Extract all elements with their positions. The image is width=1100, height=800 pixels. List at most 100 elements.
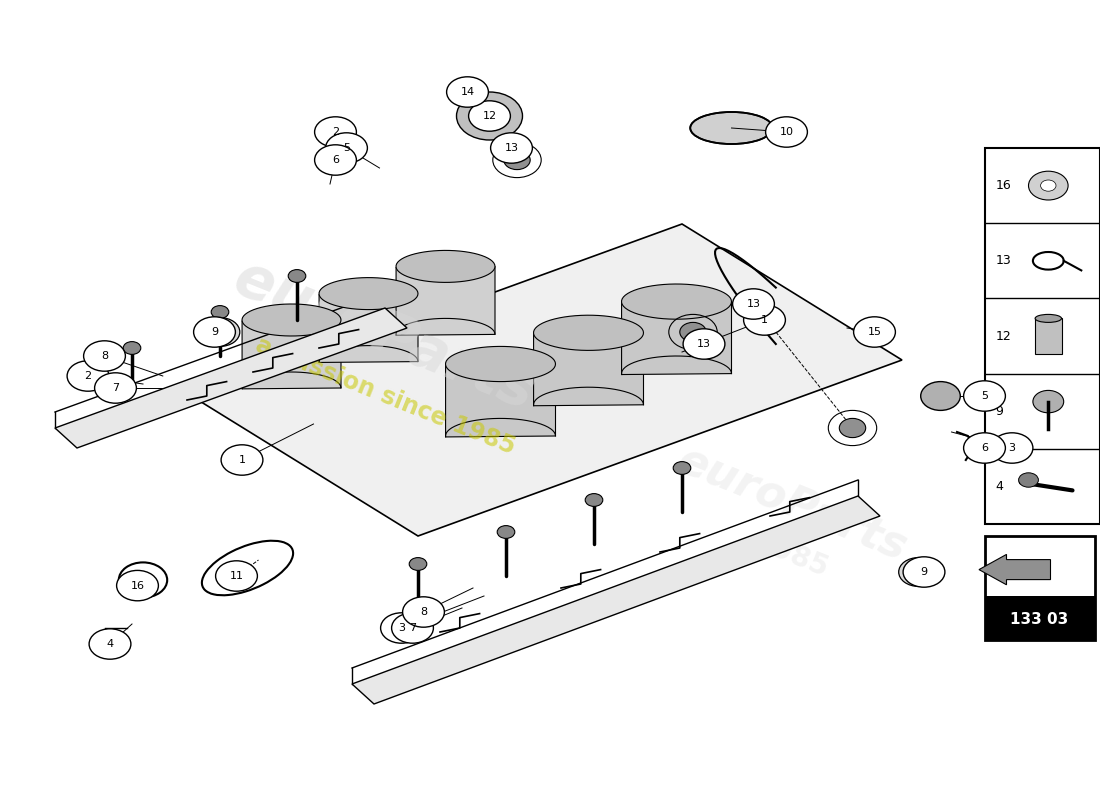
- Circle shape: [211, 306, 229, 318]
- Circle shape: [1019, 473, 1038, 487]
- Circle shape: [903, 557, 945, 587]
- Text: 4: 4: [107, 639, 113, 649]
- Text: a passion since 1985: a passion since 1985: [252, 333, 518, 459]
- Circle shape: [964, 381, 1005, 411]
- Polygon shape: [55, 308, 407, 448]
- Circle shape: [392, 613, 433, 643]
- Text: 2: 2: [332, 127, 339, 137]
- Polygon shape: [319, 278, 418, 310]
- Polygon shape: [396, 266, 495, 335]
- Text: 5: 5: [981, 391, 988, 401]
- Text: 1985: 1985: [751, 529, 833, 583]
- Circle shape: [84, 341, 125, 371]
- Circle shape: [470, 102, 509, 130]
- Bar: [984, 536, 1094, 596]
- Bar: [984, 536, 1094, 640]
- Polygon shape: [534, 333, 644, 406]
- Polygon shape: [396, 250, 495, 282]
- Circle shape: [447, 77, 488, 107]
- Text: 1: 1: [239, 455, 245, 465]
- Text: 11: 11: [230, 571, 243, 581]
- Text: 12: 12: [483, 111, 496, 121]
- Circle shape: [733, 289, 774, 319]
- Circle shape: [921, 382, 960, 410]
- Circle shape: [1033, 390, 1064, 413]
- Polygon shape: [446, 346, 556, 382]
- Circle shape: [683, 329, 725, 359]
- Circle shape: [95, 373, 136, 403]
- Circle shape: [123, 342, 141, 354]
- Circle shape: [315, 117, 356, 147]
- Polygon shape: [352, 496, 880, 704]
- Text: 13: 13: [747, 299, 760, 309]
- Circle shape: [1041, 180, 1056, 191]
- Circle shape: [491, 133, 532, 163]
- Circle shape: [899, 558, 938, 586]
- Text: 9: 9: [996, 405, 1003, 418]
- Circle shape: [315, 145, 356, 175]
- Text: 4: 4: [996, 480, 1003, 493]
- Ellipse shape: [691, 112, 772, 144]
- FancyArrow shape: [979, 554, 1050, 585]
- Circle shape: [839, 418, 866, 438]
- Text: 13: 13: [697, 339, 711, 349]
- Circle shape: [67, 361, 109, 391]
- Polygon shape: [534, 315, 644, 350]
- Circle shape: [964, 433, 1005, 463]
- Circle shape: [991, 433, 1033, 463]
- Circle shape: [585, 494, 603, 506]
- Circle shape: [766, 117, 807, 147]
- Circle shape: [133, 573, 153, 587]
- Text: 14: 14: [461, 87, 474, 97]
- Polygon shape: [319, 294, 418, 362]
- Circle shape: [504, 150, 530, 170]
- Text: 3: 3: [398, 623, 405, 633]
- Text: 8: 8: [420, 607, 427, 617]
- Text: 15: 15: [868, 327, 881, 337]
- Text: 9: 9: [921, 567, 927, 577]
- Polygon shape: [621, 302, 732, 374]
- Text: 16: 16: [131, 581, 144, 590]
- Circle shape: [409, 558, 427, 570]
- Bar: [1035, 318, 1062, 354]
- Circle shape: [200, 318, 240, 346]
- Bar: [984, 148, 1100, 524]
- Circle shape: [497, 526, 515, 538]
- Polygon shape: [198, 224, 902, 536]
- Circle shape: [194, 317, 235, 347]
- Text: 7: 7: [112, 383, 119, 393]
- Text: euroParts: euroParts: [671, 438, 913, 570]
- Circle shape: [381, 613, 422, 643]
- Bar: [984, 596, 1094, 640]
- Ellipse shape: [1035, 314, 1062, 322]
- Circle shape: [673, 462, 691, 474]
- Circle shape: [216, 561, 257, 591]
- Text: 6: 6: [332, 155, 339, 165]
- Circle shape: [403, 597, 444, 627]
- Text: 10: 10: [780, 127, 793, 137]
- Text: 8: 8: [101, 351, 108, 361]
- Text: 12: 12: [996, 330, 1011, 342]
- Circle shape: [456, 92, 522, 140]
- Circle shape: [1028, 171, 1068, 200]
- Circle shape: [117, 570, 158, 601]
- Circle shape: [744, 305, 785, 335]
- Text: 13: 13: [996, 254, 1011, 267]
- Circle shape: [326, 133, 367, 163]
- Text: 13: 13: [505, 143, 518, 153]
- Text: 2: 2: [85, 371, 91, 381]
- Circle shape: [854, 317, 895, 347]
- Polygon shape: [242, 304, 341, 336]
- Polygon shape: [242, 320, 341, 389]
- Text: 5: 5: [343, 143, 350, 153]
- Text: 6: 6: [981, 443, 988, 453]
- Circle shape: [288, 270, 306, 282]
- Text: 16: 16: [996, 179, 1011, 192]
- Text: 9: 9: [211, 327, 218, 337]
- Circle shape: [221, 445, 263, 475]
- Circle shape: [680, 322, 706, 342]
- Circle shape: [469, 101, 510, 131]
- Text: 133 03: 133 03: [1011, 613, 1068, 627]
- Text: euroParts: euroParts: [227, 250, 543, 422]
- Text: 7: 7: [409, 623, 416, 633]
